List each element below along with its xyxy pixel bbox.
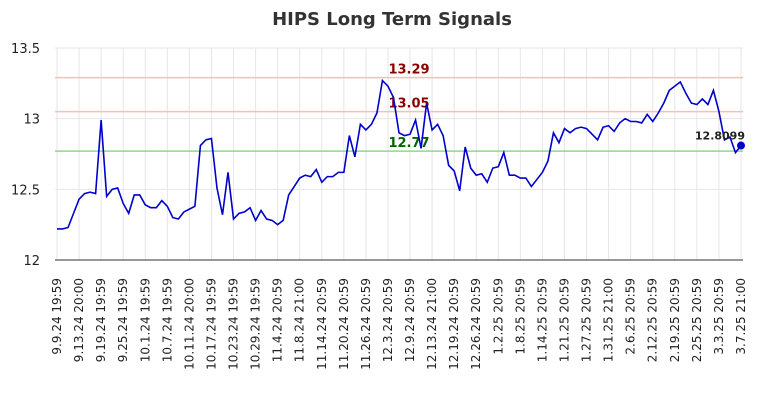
x-tick-label: 12.26.24 20:59 xyxy=(469,278,483,370)
x-tick-label: 10.1.24 19:59 xyxy=(138,278,152,362)
x-tick-label: 10.23.24 19:59 xyxy=(227,278,241,370)
y-tick-label: 12.5 xyxy=(11,183,40,198)
x-tick-label: 1.14.25 20:59 xyxy=(535,278,549,362)
x-tick-label: 10.29.24 19:59 xyxy=(249,278,263,370)
x-tick-label: 1.21.25 20:59 xyxy=(557,278,571,362)
x-tick-label: 2.19.25 20:59 xyxy=(668,278,682,362)
x-tick-label: 10.11.24 20:00 xyxy=(182,278,196,370)
last-value-label: 12.8099 xyxy=(695,130,745,143)
x-tick-label: 12.9.24 20:59 xyxy=(403,278,417,362)
x-tick-label: 9.25.24 19:59 xyxy=(116,278,130,362)
x-tick-label: 11.26.24 20:59 xyxy=(359,278,373,370)
x-tick-label: 2.25.25 20:59 xyxy=(690,278,704,362)
y-tick-label: 12 xyxy=(23,254,40,269)
x-tick-label: 11.20.24 20:59 xyxy=(337,278,351,370)
y-tick-label: 13 xyxy=(23,113,40,128)
x-tick-label: 1.8.25 20:59 xyxy=(513,278,527,355)
x-tick-label: 1.27.25 20:59 xyxy=(580,278,594,362)
x-tick-label: 9.9.24 19:59 xyxy=(50,278,64,355)
x-tick-label: 9.19.24 19:59 xyxy=(94,278,108,362)
x-tick-label: 12.13.24 21:00 xyxy=(425,278,439,370)
x-tick-label: 2.6.25 20:59 xyxy=(624,278,638,355)
x-tick-label: 2.12.25 20:59 xyxy=(646,278,660,362)
reference-label: 13.29 xyxy=(388,63,429,78)
x-tick-label: 1.31.25 21:00 xyxy=(602,278,616,362)
data-line xyxy=(57,78,742,230)
x-tick-label: 9.13.24 20:00 xyxy=(72,278,86,362)
x-tick-label: 11.4.24 20:59 xyxy=(271,278,285,362)
x-tick-label: 12.3.24 20:59 xyxy=(381,278,395,362)
x-tick-label: 12.19.24 20:59 xyxy=(447,278,461,370)
y-tick-label: 13.5 xyxy=(11,42,40,57)
x-tick-label: 10.7.24 19:59 xyxy=(160,278,174,362)
last-point xyxy=(737,141,745,150)
x-tick-label: 10.17.24 19:59 xyxy=(204,278,218,370)
reference-label: 13.05 xyxy=(388,97,429,112)
x-tick-label: 3.7.25 21:00 xyxy=(734,278,748,355)
x-tick-label: 3.3.25 20:59 xyxy=(712,278,726,355)
x-tick-label: 11.8.24 21:00 xyxy=(293,278,307,362)
x-tick-label: 1.2.25 20:59 xyxy=(491,278,505,355)
reference-label: 12.77 xyxy=(388,136,429,151)
x-tick-label: 11.14.24 20:59 xyxy=(315,278,329,370)
chart-title: HIPS Long Term Signals xyxy=(272,9,512,30)
